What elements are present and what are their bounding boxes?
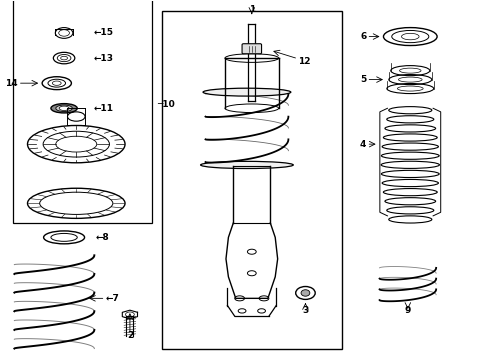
Bar: [161, 12, 341, 348]
Bar: [13, 0, 152, 223]
Ellipse shape: [56, 105, 72, 112]
Ellipse shape: [200, 161, 293, 168]
Text: 12: 12: [298, 57, 310, 66]
Text: 9: 9: [404, 306, 410, 315]
FancyBboxPatch shape: [242, 44, 261, 54]
Text: 14: 14: [5, 79, 18, 88]
Text: 2: 2: [126, 332, 133, 341]
Text: 5: 5: [360, 75, 366, 84]
Text: 1: 1: [248, 5, 254, 14]
Ellipse shape: [59, 106, 69, 111]
Text: 3: 3: [302, 306, 308, 315]
Ellipse shape: [301, 290, 309, 296]
Text: ←8: ←8: [96, 233, 109, 242]
Text: ←11: ←11: [93, 104, 113, 113]
Text: 6: 6: [360, 32, 366, 41]
Text: ←7: ←7: [105, 294, 119, 303]
Ellipse shape: [51, 104, 77, 113]
Ellipse shape: [203, 88, 290, 96]
Text: ─10: ─10: [157, 100, 174, 109]
Text: 4: 4: [359, 140, 366, 149]
Text: ←15: ←15: [93, 28, 113, 37]
Text: ←13: ←13: [93, 54, 113, 63]
